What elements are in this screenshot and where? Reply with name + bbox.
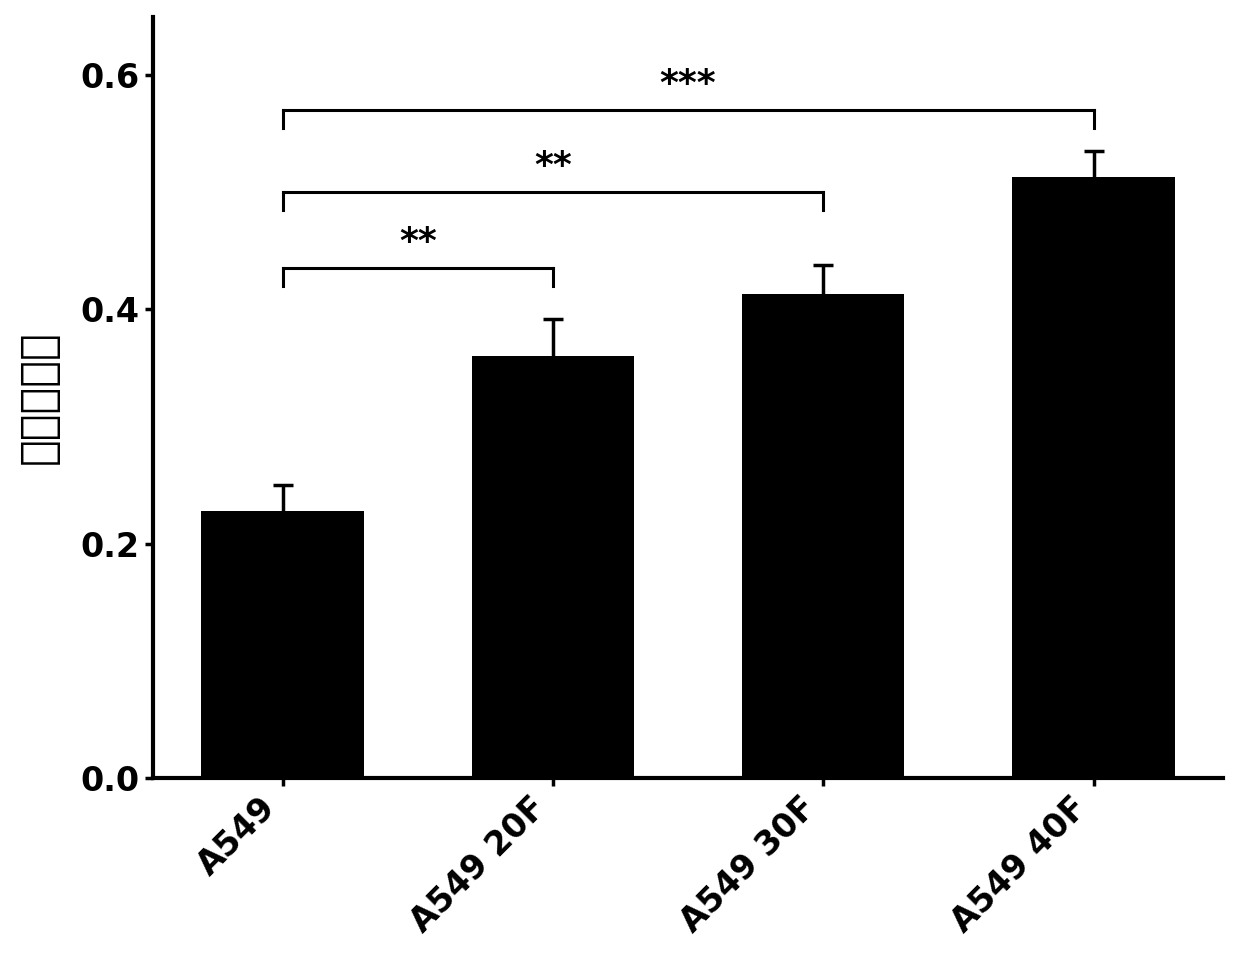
Text: **: **	[534, 149, 572, 183]
Y-axis label: 细胞增殖率: 细胞增殖率	[16, 331, 60, 465]
Bar	[201, 511, 363, 778]
Text: ***: ***	[660, 67, 717, 101]
Bar	[743, 294, 904, 778]
Bar	[1013, 177, 1174, 778]
Text: **: **	[399, 225, 436, 259]
Bar	[471, 357, 634, 778]
